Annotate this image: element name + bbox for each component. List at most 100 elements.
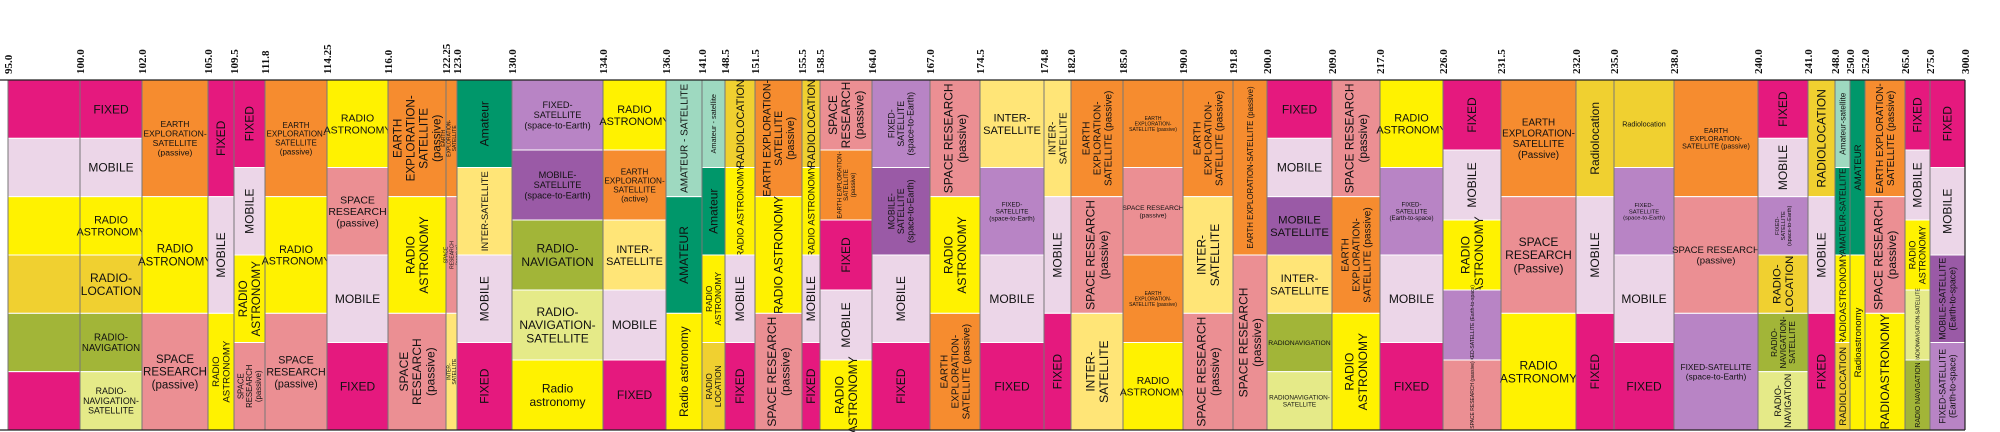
allocation-label: RADIO-NAVIGATION-SATELLITE (83, 386, 139, 415)
allocation-cell (1070, 196, 1124, 314)
tick-label: 238.0 (1669, 49, 1681, 74)
allocation-cell (1929, 254, 1966, 343)
allocation-cell (7, 137, 81, 198)
allocation-cell (1232, 254, 1268, 431)
allocation-label: RADIO-NAVIGATION-SATELLITE (1770, 316, 1797, 368)
allocation-label: FIXED (1815, 354, 1829, 390)
tick-label: 134.0 (598, 49, 610, 74)
allocation-label: RADIO-NAVIGATION (82, 333, 140, 355)
tick-label: 191.8 (1228, 49, 1240, 74)
allocation-label: FIXED (733, 368, 747, 404)
allocation-label: Radioastronomy (1853, 307, 1864, 377)
allocation-label: MOBILE (1815, 232, 1829, 277)
allocation-label: FIXED (1911, 97, 1925, 133)
tick-label: 141.0 (697, 49, 709, 74)
tick-label: 231.5 (1496, 49, 1508, 74)
allocation-cell (819, 79, 873, 151)
allocation-cell (1266, 137, 1333, 198)
allocation-cell (1379, 254, 1444, 343)
allocation-label: MOBILE (894, 276, 908, 321)
tick-label: 265.0 (1900, 49, 1912, 74)
allocation-label: EARTHEXPLORATION-SATELLITE (passive) (1193, 91, 1226, 186)
allocation-label: EARTHEXPLORATION-SATELLITE(passive) (392, 95, 444, 181)
allocation-label: RADIO-LOCATION (81, 271, 141, 298)
allocation-label: EARTHEXPLORATION-SATELLITE (passive) (1341, 207, 1374, 302)
allocation-label: EARTH EXPLORATION-SATELLITE (passive) (1875, 83, 1897, 193)
tick-label: 167.0 (925, 49, 937, 74)
tick-label: 114.25 (322, 44, 334, 74)
allocation-label: EARTHEXPLORATION-SATELLITE (passive) (1082, 91, 1115, 186)
allocation-label: Radiolocation (1622, 119, 1666, 128)
allocation-label: AMATEUR (677, 226, 691, 284)
allocation-label: RADIONAVIGATION-SATELLITE (1915, 288, 1921, 362)
tick-label: 102.0 (137, 49, 149, 74)
allocation-cell (1864, 196, 1906, 314)
allocation-label: RADIO-LOCATION (1772, 256, 1797, 313)
allocation-label: FIXED-SATELLITE(Earth-to-space) (1389, 202, 1433, 223)
allocation-cell (1575, 196, 1615, 314)
allocation-label: FIXED-SATELLITE(space-to-Earth) (1680, 362, 1751, 381)
allocation-label: FIXED (1465, 97, 1479, 133)
allocation-cell (456, 342, 513, 431)
allocation-cell (665, 312, 703, 431)
allocation-cell (665, 196, 703, 314)
allocation-label: INTER-SATELLITE (447, 358, 459, 385)
allocation-label: EARTH EXPLORATION-SATELLITE (Passive) (1502, 117, 1575, 161)
allocation-cell (1070, 312, 1124, 431)
allocation-label: SPACERESEARCH(passive) (397, 338, 437, 405)
allocation-label: RADIOASTRONOMY (1908, 226, 1928, 285)
allocation-label: RADIOLOCATION (806, 79, 818, 168)
allocation-label: AMATEUR (1853, 144, 1864, 190)
allocation-label: Amateur-satellite (1837, 92, 1847, 155)
allocation-cell (1613, 167, 1675, 256)
allocation-cell (1757, 312, 1809, 373)
allocation-cell (979, 167, 1045, 256)
allocation-label: INTER-SATELLITE (1195, 224, 1222, 286)
tick-label: 250.0 (1845, 49, 1857, 74)
tick-label: 130.0 (507, 49, 519, 74)
allocation-label: MOBILE (839, 302, 853, 347)
allocation-cell (233, 167, 266, 256)
allocation-label: INTER-SATELLITE (1270, 273, 1329, 298)
allocation-label: EARTH EXPLORATION-SATELLITE(passive) (836, 151, 857, 218)
allocation-cell (456, 167, 513, 256)
allocation-cell (511, 149, 604, 221)
allocation-label: Radio astronomy (677, 326, 691, 417)
tick-label: 240.0 (1753, 49, 1765, 74)
allocation-label: SPACE RESEARCH(passive) (1343, 83, 1370, 193)
allocation-label: Amateur (478, 101, 492, 146)
tick-label: 155.5 (797, 49, 809, 74)
allocation-label: RADIO ASTRONOMY (805, 164, 816, 257)
allocation-cell (1331, 79, 1381, 198)
allocation-label: FIXED-SATELLITE(Earth-to-space) (1938, 349, 1958, 424)
allocation-cell (1673, 312, 1759, 431)
allocation-cell (79, 312, 143, 373)
allocation-cell (602, 79, 667, 151)
allocation-label: Amateur - satellite (709, 94, 718, 154)
allocation-label: SPACE RESEARCH(passive) (942, 83, 969, 193)
allocation-cell (511, 359, 604, 431)
allocation-label: FIXED-SATELLITE(space-to-Earth) (524, 100, 590, 130)
allocation-label: INTER-SATELLITE (1048, 112, 1070, 164)
allocation-cell (724, 254, 756, 343)
allocation-cell (1182, 79, 1234, 198)
allocation-label: RADIOASTRONOMY (404, 216, 431, 293)
allocation-label: Amateur (707, 189, 721, 234)
allocation-label: MOBILE SATELLITE (1270, 215, 1329, 240)
allocation-cell (1904, 359, 1931, 431)
allocation-label: FIXED (1626, 379, 1662, 393)
allocation-cell (602, 219, 667, 291)
allocation-cell (929, 196, 981, 314)
allocation-label: RADIOASTRONOMY (942, 216, 969, 293)
allocation-label: INTER-SATELLITE (606, 244, 663, 268)
tick-label: 217.0 (1375, 49, 1387, 74)
allocation-cell (1442, 219, 1502, 291)
allocation-label: FIXED (1282, 102, 1318, 116)
allocation-cell (1043, 312, 1072, 431)
allocation-label: RADIOASTRONOMY (1459, 216, 1486, 293)
